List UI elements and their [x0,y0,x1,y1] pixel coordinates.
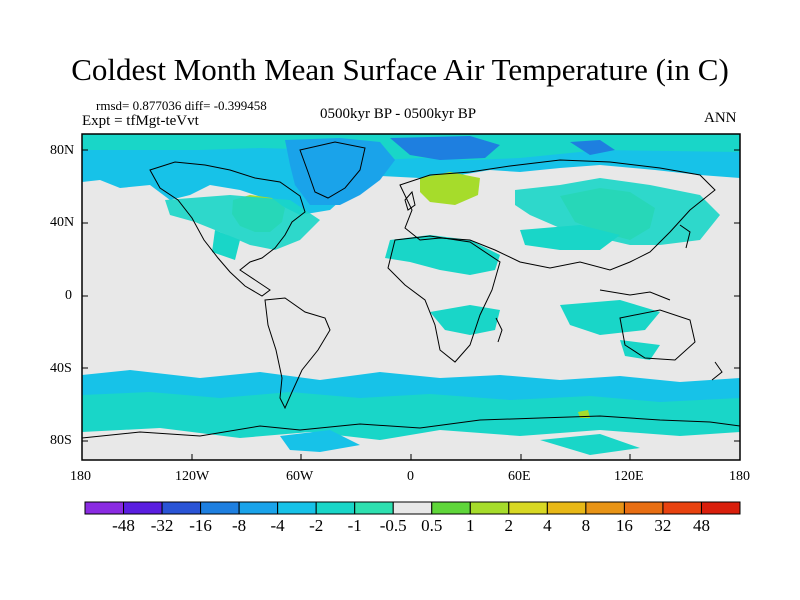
arctic-pocket-blue [570,140,615,155]
colorbar-label: 48 [693,516,710,535]
japan-coast [679,224,691,249]
period-label: 0500kyr BP - 0500kyr BP [320,106,477,122]
lon-tick-label: 120E [614,469,644,484]
colorbar-swatch [585,501,625,515]
australia-coast [619,309,696,361]
lon-tick-label: 180 [70,469,91,484]
axis-ticks [81,149,741,460]
antarctica-coast [82,415,740,439]
colorbar-label: 0.5 [421,516,443,535]
greenland-coast [299,141,366,199]
pacific-cyan-fill [212,230,240,260]
colorbar-swatch [200,501,240,515]
colorbar-swatch [84,501,125,515]
africa-cyan-fill [385,235,500,275]
colorbar-swatch [700,501,741,515]
south-america-coast [264,297,331,410]
colorbar-swatch [508,501,548,515]
experiment-label: Expt = tfMgt-teVvt [82,113,199,129]
antarctica-teal-patch [540,434,640,455]
colorbar-label: 4 [543,516,552,535]
lon-tick-label: 120W [175,469,210,484]
north-america-cyan-fill [165,195,320,250]
lon-tick-label: 0 [407,469,414,484]
lat-tick-label: 40S [50,361,72,376]
colorbar-label: 2 [504,516,514,535]
colorbar-swatch [662,501,702,515]
arctic-deep-blue-fill [390,136,500,160]
colorbar-swatch [315,501,356,515]
lat-tick-label: 80S [50,433,72,448]
colorbar-label: 16 [615,516,633,535]
africa-south-cyan-fill [430,305,500,335]
lat-tick-label: 80N [50,143,75,158]
arctic-cyan-fill [82,134,740,215]
uk-coast [404,190,416,211]
stats-label: rmsd= 0.877036 diff= -0.399458 [96,98,267,113]
colorbar-label: -16 [189,516,212,535]
antarctica-cyan-patch [280,430,360,452]
colorbar-swatch [277,501,317,515]
lat-tick-label: 40N [50,215,75,230]
colorbar-label: 8 [581,516,591,535]
season-label: ANN [704,110,737,126]
colorbar-swatch [431,501,471,515]
map-title: Coldest Month Mean Surface Air Temperatu… [71,52,729,87]
colorbar-label: -1 [347,516,362,535]
anomaly-fills [82,134,740,460]
colorbar [84,501,741,515]
africa-coast [387,235,501,363]
south-australia-cyan-fill [620,340,660,360]
colorbar-swatch [546,501,587,515]
colorbar-swatch [392,501,433,515]
colorbar-label: 1 [466,516,475,535]
lon-tick-label: 180 [729,469,750,484]
lat-tick-label: 0 [65,288,72,303]
colorbar-label: -8 [232,516,247,535]
greenland-blue-fill [285,138,395,205]
colorbar-label: -4 [270,516,285,535]
colorbar-label: -32 [150,516,174,535]
colorbar-swatch [623,501,664,515]
north-america-coast [149,161,306,297]
lon-tick-label: 60E [508,469,531,484]
colorbar-label: -2 [309,516,324,535]
colorbar-swatch [161,501,202,515]
lon-tick-label: 60W [286,469,314,484]
colorbar-label: -48 [112,516,135,535]
eurasia-coast [399,159,716,271]
indonesia-coast [599,289,671,301]
colorbar-swatch [238,501,279,515]
indian-ocean-cyan-fill [560,300,660,335]
arabia-cyan-fill [520,225,620,250]
coastlines [82,141,740,439]
new-zealand-coast [711,361,723,381]
colorbar-swatch [354,501,394,515]
colorbar-label: 32 [654,516,672,535]
colorbar-label: -0.5 [379,516,407,535]
antarctica-gray-fill [82,428,740,460]
colorbar-swatch [469,501,510,515]
scandinavia-green-fill [420,172,480,205]
colorbar-swatch [123,501,163,515]
madagascar-coast [495,317,503,343]
